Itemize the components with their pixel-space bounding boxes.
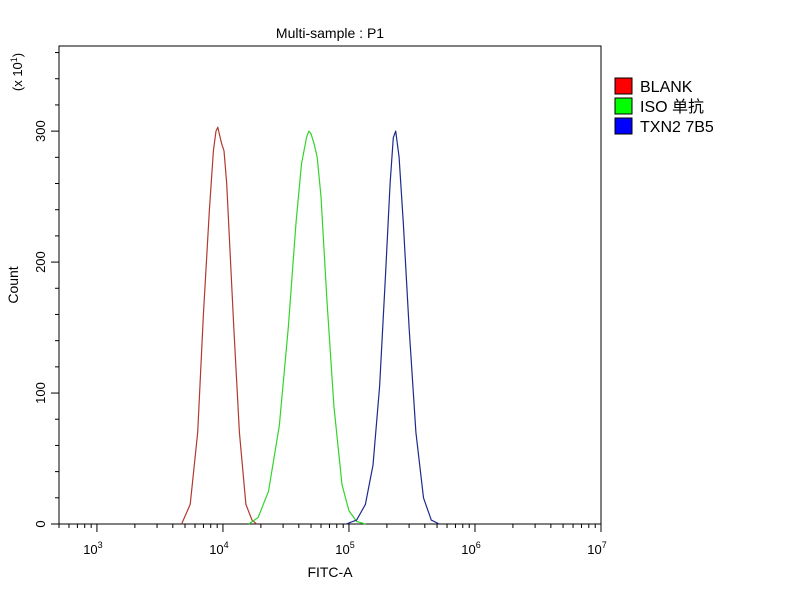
- y-tick-label: 100: [33, 382, 48, 404]
- y-tick-label: 0: [33, 520, 48, 527]
- series-line-2: [345, 130, 440, 525]
- y-tick-label: 200: [33, 251, 48, 273]
- x-axis-label: FITC-A: [307, 564, 353, 580]
- legend-swatch: [614, 117, 633, 135]
- y-axis: 0 100 200 300: [33, 52, 59, 528]
- series-line-0: [181, 126, 257, 525]
- legend-label: ISO 单抗: [640, 98, 704, 116]
- y-tick-label: 300: [33, 120, 48, 142]
- plot-frame: [58, 45, 602, 525]
- x-tick-label: 107: [587, 540, 606, 557]
- legend: BLANK ISO 单抗 TXN2 7B5: [614, 77, 714, 136]
- chart-title: Multi-sample : P1: [276, 25, 384, 41]
- series-line-1: [248, 130, 366, 525]
- legend-label: TXN2 7B5: [640, 119, 714, 136]
- legend-swatch: [614, 77, 633, 95]
- y-axis-multiplier: (x 101): [9, 53, 25, 91]
- series-lines: [181, 126, 440, 525]
- x-tick-label: 106: [461, 540, 480, 557]
- x-tick-label: 104: [209, 540, 228, 557]
- legend-label: BLANK: [640, 79, 693, 96]
- x-axis: 103 104 105 106 107: [58, 524, 607, 557]
- x-tick-label: 105: [335, 540, 354, 557]
- y-axis-label: Count: [5, 266, 21, 303]
- legend-swatch: [614, 97, 633, 115]
- x-tick-label: 103: [83, 540, 102, 557]
